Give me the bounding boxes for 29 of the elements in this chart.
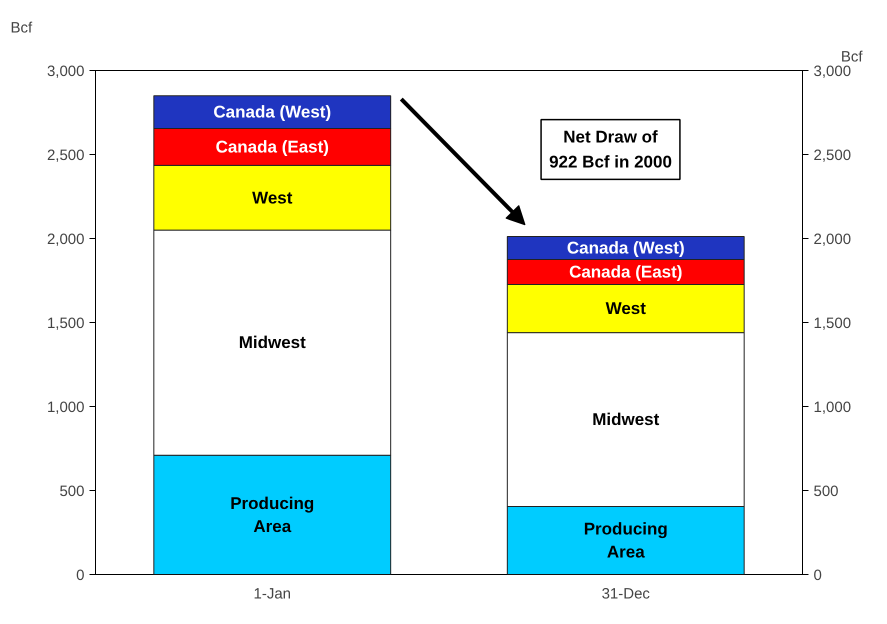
x-tick-label: 1-Jan [253, 586, 292, 602]
y-tick-label: 2,500 [46, 147, 85, 164]
y2-tick-label: 3,000 [814, 63, 852, 80]
series-label: West [606, 299, 646, 318]
y2-tick-label: 500 [814, 483, 839, 500]
annotation: Net Draw of 922 Bcf in 2000 [549, 128, 672, 172]
series-label: Midwest [592, 410, 660, 430]
text: Producing Area [230, 494, 314, 536]
series-label: Canada (West) [566, 238, 685, 258]
text: Midwest [238, 333, 306, 352]
y-axis-title: Bcf [10, 20, 34, 36]
y-tick-label: 2,000 [46, 231, 85, 248]
y2-tick-label: 1,500 [814, 315, 852, 332]
y-tick-label: 500 [59, 483, 85, 500]
series-label: Producing Area [584, 520, 668, 562]
y-tick-label: 0 [76, 567, 84, 584]
text: Canada (East) [216, 137, 329, 156]
y2-tick-label: 1,000 [814, 399, 852, 416]
y2-axis-title: Bcf [840, 48, 864, 66]
y-tick-label: 1,500 [46, 315, 85, 332]
series-label: Canada (East) [569, 262, 682, 282]
y-tick-label: 1,000 [46, 399, 85, 416]
text: Canada (West) [213, 102, 332, 122]
y-tick-label: 3,000 [46, 63, 85, 80]
y2-tick-label: 2,500 [814, 147, 852, 164]
y2-tick-label: 2,000 [814, 231, 852, 248]
y2-tick-label: 0 [814, 567, 822, 584]
text: West [252, 188, 292, 208]
x-tick-label: 31-Dec [602, 586, 650, 602]
